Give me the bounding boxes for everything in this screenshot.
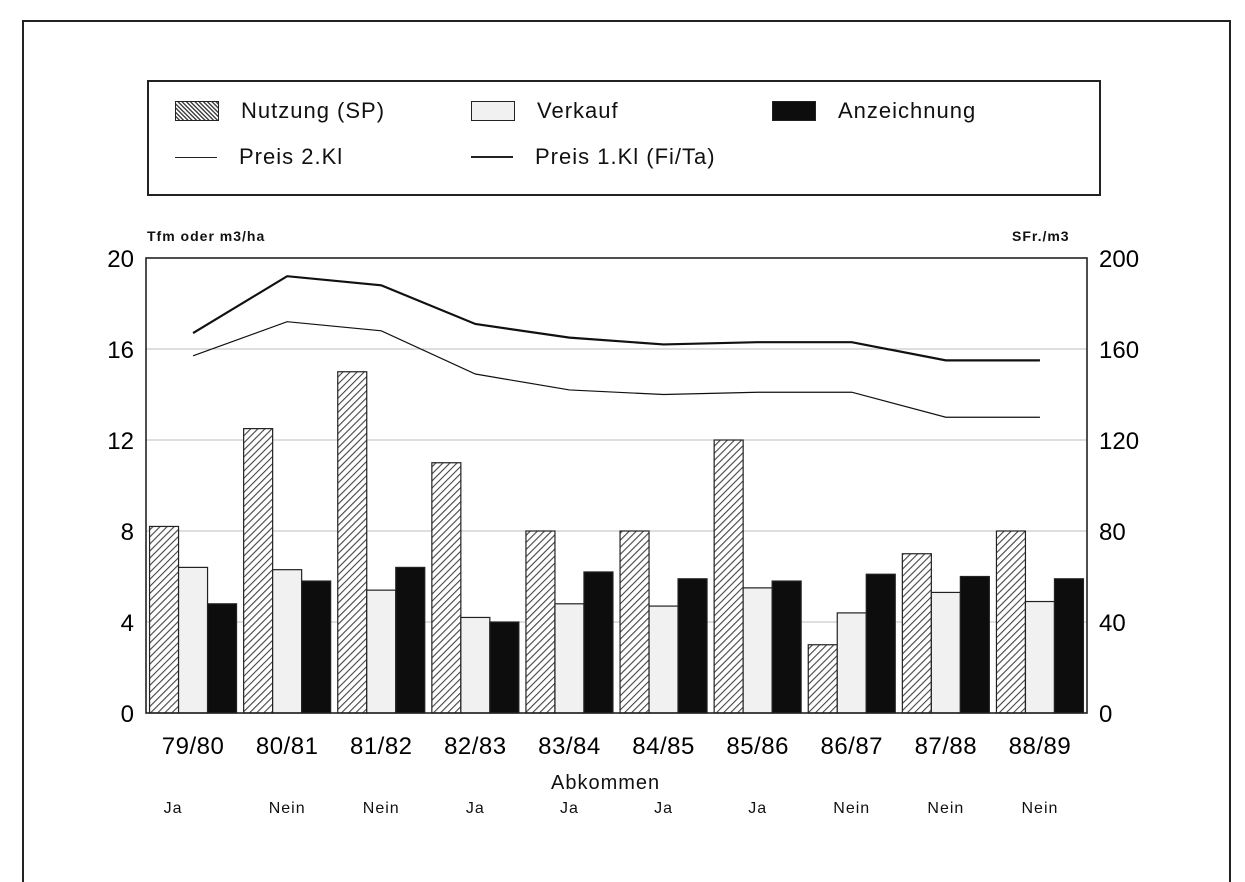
y-tick-label-left: 20 [107, 246, 134, 273]
bar-dark [960, 577, 989, 714]
x-tick-label: 85/86 [726, 733, 789, 760]
bar-light [367, 590, 396, 713]
y-tick-label-right: 160 [1099, 337, 1139, 364]
bar-dark [208, 604, 237, 713]
bar-light [1025, 602, 1054, 713]
y-tick-label-right: 200 [1099, 246, 1139, 273]
y-tick-label-left: 0 [121, 701, 134, 728]
y-tick-label-left: 12 [107, 428, 134, 455]
x-tick-label: 86/87 [820, 733, 883, 760]
bar-dark [678, 579, 707, 713]
line-series-thick [193, 276, 1040, 360]
bar-dark [302, 581, 331, 713]
bar-dark [1054, 579, 1083, 713]
x-tick-label: 82/83 [444, 733, 507, 760]
y-tick-label-right: 0 [1099, 701, 1112, 728]
footer-value: Ja [133, 800, 213, 818]
bar-light [837, 613, 866, 713]
bar-light [461, 617, 490, 713]
bar-hatched [150, 526, 179, 713]
x-tick-label: 79/80 [162, 733, 225, 760]
footer-value: Nein [1000, 800, 1080, 818]
y-tick-label-left: 16 [107, 337, 134, 364]
bar-dark [396, 567, 425, 713]
bar-hatched [902, 554, 931, 713]
bar-hatched [338, 372, 367, 713]
bar-hatched [714, 440, 743, 713]
footer-value: Nein [341, 800, 421, 818]
x-tick-label: 84/85 [632, 733, 695, 760]
x-tick-label: 81/82 [350, 733, 413, 760]
bar-light [179, 567, 208, 713]
footer-value: Ja [529, 800, 609, 818]
bar-dark [866, 574, 895, 713]
footer-value: Nein [906, 800, 986, 818]
x-tick-label: 80/81 [256, 733, 319, 760]
bar-dark [772, 581, 801, 713]
bar-light [649, 606, 678, 713]
bar-light [273, 570, 302, 713]
x-axis-title: Abkommen [551, 772, 660, 795]
bar-hatched [244, 429, 273, 713]
x-tick-label: 87/88 [915, 733, 978, 760]
x-tick-label: 83/84 [538, 733, 601, 760]
y-tick-label-right: 80 [1099, 519, 1126, 546]
y-tick-label-left: 8 [121, 519, 134, 546]
bar-hatched [526, 531, 555, 713]
footer-value: Ja [624, 800, 704, 818]
footer-value: Ja [718, 800, 798, 818]
line-series-thin [193, 322, 1040, 418]
y-tick-label-right: 40 [1099, 610, 1126, 637]
bar-dark [490, 622, 519, 713]
y-tick-label-right: 120 [1099, 428, 1139, 455]
bar-hatched [620, 531, 649, 713]
bar-light [931, 592, 960, 713]
bar-light [555, 604, 584, 713]
footer-value: Nein [812, 800, 892, 818]
bar-dark [584, 572, 613, 713]
bar-hatched [808, 645, 837, 713]
footer-value: Nein [247, 800, 327, 818]
bar-hatched [432, 463, 461, 713]
y-tick-label-left: 4 [121, 610, 134, 637]
footer-value: Ja [435, 800, 515, 818]
bar-light [743, 588, 772, 713]
bar-hatched [996, 531, 1025, 713]
x-tick-label: 88/89 [1009, 733, 1072, 760]
